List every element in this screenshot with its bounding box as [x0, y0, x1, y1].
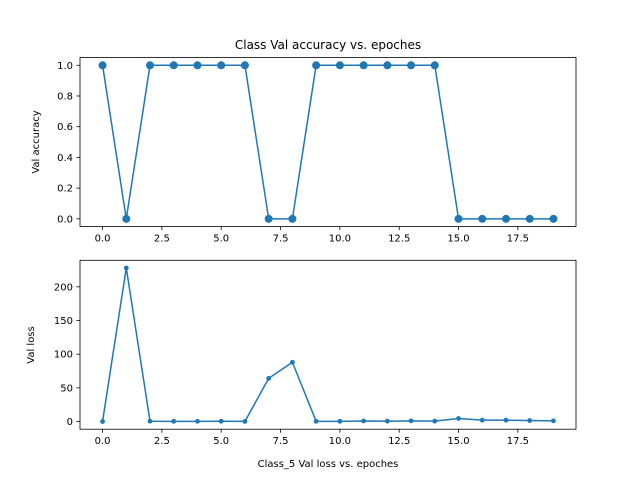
accuracy-x-tick-label: 12.5 [388, 234, 410, 245]
loss-y-ticks: 0 50 100 150 200 [54, 282, 80, 428]
accuracy-point [312, 61, 321, 70]
accuracy-point [430, 61, 439, 70]
accuracy-x-tick-label: 15.0 [447, 234, 469, 245]
loss-y-tick-label: 0 [67, 417, 73, 428]
loss-x-ticks: 0.0 2.5 5.0 7.5 10.0 12.5 15.0 17.5 [95, 429, 529, 447]
accuracy-plot-area [80, 57, 576, 227]
loss-point [456, 416, 461, 421]
loss-x-tick-label: 2.5 [154, 436, 170, 447]
accuracy-point [288, 214, 297, 223]
loss-y-axis-label: Val loss [26, 326, 37, 363]
accuracy-x-ticks: 0.0 2.5 5.0 7.5 10.0 12.5 15.0 17.5 [95, 226, 529, 245]
loss-point [171, 418, 177, 424]
loss-x-tick-label: 17.5 [507, 436, 529, 447]
loss-x-tick-label: 0.0 [95, 436, 111, 447]
accuracy-point [335, 61, 344, 70]
loss-point [123, 265, 129, 271]
loss-point [266, 376, 272, 381]
accuracy-point [146, 61, 155, 70]
accuracy-y-tick-label: 0.8 [57, 91, 73, 102]
accuracy-y-tick-label: 0.6 [57, 122, 73, 133]
loss-point [551, 418, 556, 424]
accuracy-point [264, 214, 273, 223]
loss-y-tick-label: 50 [60, 383, 73, 394]
loss-x-axis-label: Class_5 Val loss vs. epoches [258, 459, 399, 470]
accuracy-x-tick-label: 0.0 [95, 234, 111, 245]
loss-y-tick-label: 200 [54, 282, 73, 293]
accuracy-point [359, 61, 368, 70]
accuracy-point [193, 61, 202, 70]
accuracy-y-tick-label: 0.2 [57, 184, 73, 195]
accuracy-x-tick-label: 17.5 [507, 234, 529, 245]
accuracy-point [122, 214, 131, 223]
accuracy-point [501, 214, 510, 223]
loss-point [100, 419, 105, 424]
loss-subplot: 0.0 2.5 5.0 7.5 10.0 12.5 15.0 17.5 0 50 100 150 20… [26, 259, 577, 470]
loss-point [242, 418, 248, 424]
loss-x-tick-label: 10.0 [329, 436, 351, 447]
loss-point [408, 418, 414, 424]
loss-x-tick-label: 7.5 [273, 436, 289, 447]
loss-point [337, 418, 343, 424]
loss-point [218, 418, 224, 424]
accuracy-y-ticks: 0.0 0.2 0.4 0.6 0.8 1.0 [57, 61, 80, 225]
accuracy-y-tick-label: 0.0 [57, 214, 73, 225]
loss-axes-frame [79, 259, 577, 430]
accuracy-title: Class Val accuracy vs. epoches [235, 38, 421, 52]
loss-plot-area [80, 260, 576, 430]
loss-point [313, 418, 319, 424]
accuracy-axes-frame [79, 57, 577, 227]
accuracy-series [98, 61, 558, 223]
loss-point [432, 418, 438, 424]
loss-point [527, 418, 533, 423]
loss-x-tick-label: 12.5 [388, 436, 410, 447]
accuracy-y-axis-label: Val accuracy [31, 110, 42, 173]
accuracy-point [169, 61, 178, 70]
accuracy-x-tick-label: 2.5 [154, 234, 170, 245]
accuracy-y-tick-label: 0.4 [57, 153, 73, 164]
loss-x-tick-label: 15.0 [447, 436, 469, 447]
accuracy-x-tick-label: 5.0 [213, 234, 229, 245]
loss-point [479, 417, 485, 423]
accuracy-point [383, 61, 392, 70]
loss-x-tick-label: 5.0 [213, 436, 229, 447]
accuracy-point [454, 214, 463, 223]
loss-series-line [101, 267, 554, 423]
loss-point [195, 418, 200, 424]
accuracy-x-tick-label: 10.0 [329, 234, 351, 245]
loss-point [290, 359, 295, 365]
loss-point [384, 418, 390, 424]
loss-y-tick-label: 150 [54, 316, 73, 327]
loss-point [361, 418, 366, 424]
accuracy-point [549, 214, 558, 223]
loss-point [147, 418, 153, 424]
accuracy-point [478, 214, 487, 223]
loss-series [100, 265, 556, 424]
accuracy-point [217, 61, 226, 70]
accuracy-point [407, 61, 416, 70]
accuracy-point [98, 61, 107, 70]
accuracy-y-tick-label: 1.0 [57, 61, 73, 72]
accuracy-point [240, 61, 249, 70]
accuracy-point [525, 214, 534, 223]
loss-point [503, 417, 509, 423]
accuracy-x-tick-label: 7.5 [273, 234, 289, 245]
loss-y-tick-label: 100 [54, 350, 73, 361]
accuracy-subplot: 0.0 2.5 5.0 7.5 10.0 12.5 15.0 17.5 0.00.20.40.… [31, 38, 577, 245]
